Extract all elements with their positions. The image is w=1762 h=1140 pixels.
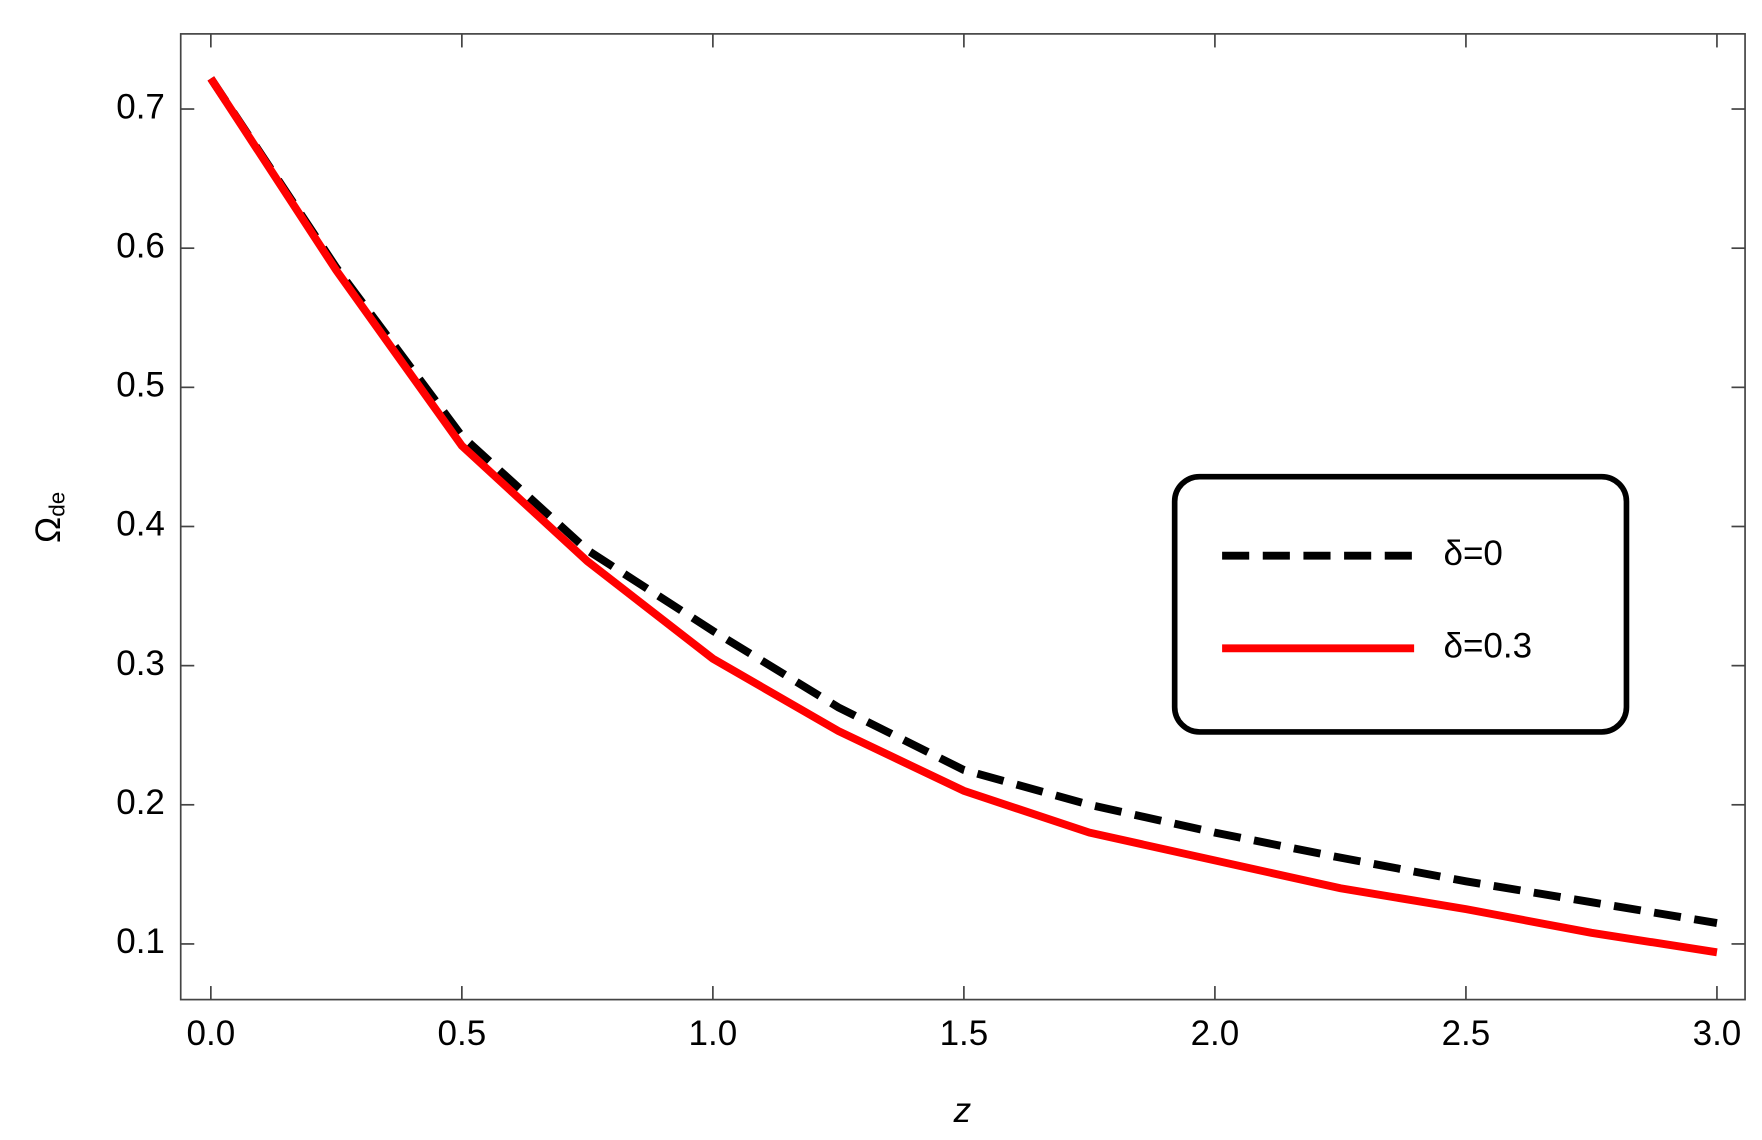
x-tick-label: 2.5: [1442, 1014, 1491, 1053]
x-tick-label: 2.0: [1191, 1014, 1240, 1053]
y-tick-label: 0.4: [116, 505, 165, 544]
y-tick-label: 0.2: [116, 783, 165, 822]
y-label-main: Ω: [29, 517, 68, 543]
x-tick-label: 3.0: [1693, 1014, 1742, 1053]
y-tick-label: 0.1: [116, 922, 165, 961]
y-tick-label: 0.5: [116, 366, 165, 405]
series-line: [207, 76, 1718, 927]
x-tick-label: 0.5: [438, 1014, 487, 1053]
x-axis-label: z: [953, 1091, 972, 1130]
y-axis-label-group: Ωde: [29, 492, 70, 543]
y-label-subscript: de: [45, 492, 70, 517]
legend-box: [1171, 473, 1630, 735]
x-tick-label: 1.5: [940, 1014, 989, 1053]
x-tick-label: 1.0: [689, 1014, 738, 1053]
y-axis-label: Ωde: [29, 492, 70, 543]
x-tick-label: 0.0: [187, 1014, 236, 1053]
series-line: [207, 76, 1718, 957]
y-tick-label: 0.3: [116, 644, 165, 683]
legend-label: δ=0: [1443, 534, 1502, 573]
y-tick-label: 0.6: [116, 226, 165, 265]
plot-frame: [179, 33, 1746, 1001]
y-tick-label: 0.7: [116, 87, 165, 126]
legend-label: δ=0.3: [1443, 627, 1532, 666]
